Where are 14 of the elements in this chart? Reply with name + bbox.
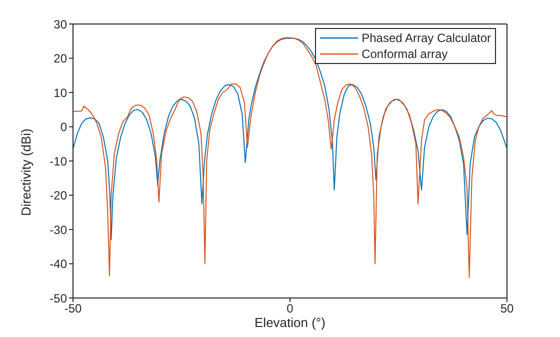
legend-label: Conformal array: [362, 47, 448, 61]
y-tick-label: -10: [50, 154, 68, 168]
y-tick-label: 0: [60, 120, 68, 134]
y-tick-label: -40: [50, 257, 68, 272]
y-tick-label: 30: [54, 17, 68, 32]
y-axis-title: Directivity (dBi): [18, 128, 34, 216]
y-tick-label: 10: [54, 86, 68, 100]
x-tick-label: 0: [286, 302, 294, 316]
x-tick-label: 50: [500, 302, 514, 316]
x-axis-title: Elevation (°): [254, 315, 326, 330]
legend-label: Phased Array Calculator: [362, 31, 491, 45]
y-tick-label: -20: [50, 188, 68, 203]
y-tick-label: -30: [50, 222, 68, 237]
y-tick-label: 20: [54, 52, 68, 66]
